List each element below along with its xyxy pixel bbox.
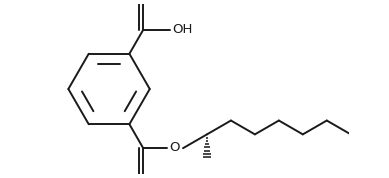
- Text: OH: OH: [172, 23, 192, 36]
- Text: O: O: [169, 141, 180, 154]
